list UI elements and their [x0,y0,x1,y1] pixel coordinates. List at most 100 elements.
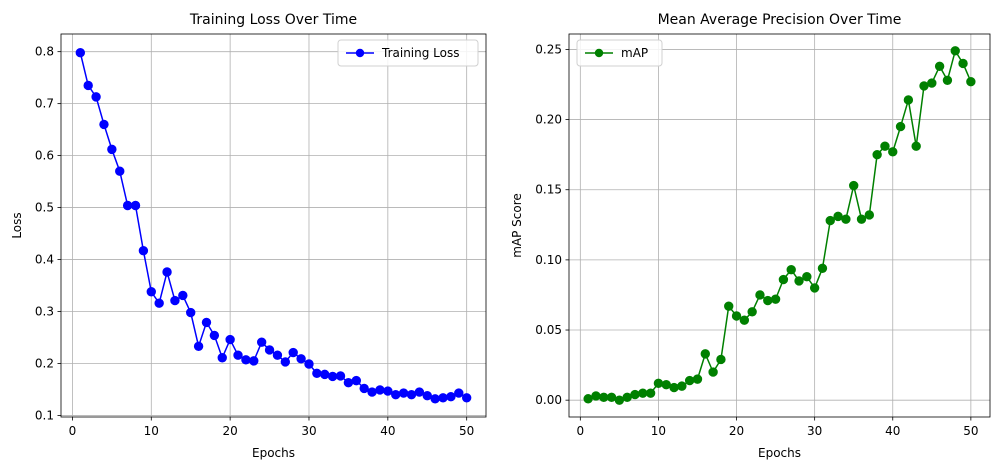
data-point [888,147,898,157]
legend: Training Loss [337,39,479,67]
y-tick-label: 0.1 [35,408,54,422]
y-tick-label: 0.15 [535,183,562,197]
data-point [335,371,346,381]
data-point [130,200,141,211]
x-tick-label: 0 [69,424,77,438]
data-point [398,388,409,398]
legend-marker [355,48,365,58]
data-point [966,76,976,87]
data-point [794,276,804,286]
x-tick-label: 0 [577,424,585,438]
data-point [233,350,243,360]
data-point [430,394,440,404]
x-tick-label: 20 [729,424,744,438]
data-point [802,272,812,282]
data-point [178,290,188,301]
data-point [645,388,656,398]
data-point [763,295,773,306]
data-point [170,295,180,306]
legend-box [576,39,663,67]
x-tick-label: 10 [651,424,666,438]
data-point [154,298,164,308]
data-point [75,48,86,58]
data-point [856,214,867,224]
x-tick-label: 50 [459,424,474,438]
data-point [296,354,306,364]
y-tick-label: 0.5 [35,201,54,215]
data-point [367,387,377,397]
data-point [225,334,235,345]
data-point [833,211,843,222]
y-tick-label: 0.00 [535,393,562,407]
data-point [927,78,937,88]
data-point [942,75,953,85]
data-point [825,215,835,226]
data-point [256,337,267,347]
data-point [849,180,859,191]
data-point [716,354,726,365]
x-tick-label: 30 [807,424,822,438]
x-axis-label: Epochs [758,446,801,460]
plot-frame [60,33,487,418]
data-point [122,200,133,211]
x-axis-label: Epochs [252,446,295,460]
data-point [630,389,640,400]
y-tick-label: 0.7 [35,97,54,111]
legend-label: Training Loss [381,46,459,60]
data-point [653,378,664,389]
data-point [304,359,314,369]
data-point [606,392,617,403]
data-point [241,355,251,365]
data-point [934,61,945,71]
data-point [684,375,695,386]
y-tick-label: 0.8 [35,45,54,59]
x-tick-label: 10 [144,424,159,438]
data-point [895,121,906,132]
data-point [708,367,718,377]
y-tick-label: 0.05 [535,323,562,337]
plot-frame [568,33,991,418]
data-point [583,394,593,404]
data-point [146,287,156,297]
y-tick-label: 0.10 [535,253,562,267]
data-point [591,391,601,401]
data-point [919,81,929,91]
data-point [217,353,227,363]
data-point [391,389,401,400]
data-point [406,389,417,400]
data-point [872,149,882,160]
data-point [622,392,632,403]
data-point [83,80,93,91]
data-point [138,246,149,256]
data-point [422,390,432,401]
data-point [880,141,890,151]
data-point [770,294,781,304]
data-point [755,290,765,300]
data-point [343,378,354,388]
data-point [414,387,425,397]
data-point [359,383,369,394]
data-point [731,311,742,321]
data-point [677,381,687,391]
data-point [438,393,448,403]
data-point [461,393,472,403]
y-tick-label: 0.4 [35,253,54,267]
data-point [351,375,361,386]
data-point [599,392,609,403]
data-point [264,345,275,355]
data-point [817,263,828,273]
data-point [91,92,101,102]
data-point [638,388,648,398]
y-tick-label: 0.6 [35,149,54,163]
data-point [186,307,196,318]
legend: mAP [576,39,663,67]
y-tick-label: 0.2 [35,356,54,370]
data-point [700,349,710,359]
data-point [99,119,109,130]
data-point [778,274,789,285]
data-point [288,347,298,358]
data-point [209,330,220,341]
data-point [115,166,125,176]
data-point [446,392,456,402]
